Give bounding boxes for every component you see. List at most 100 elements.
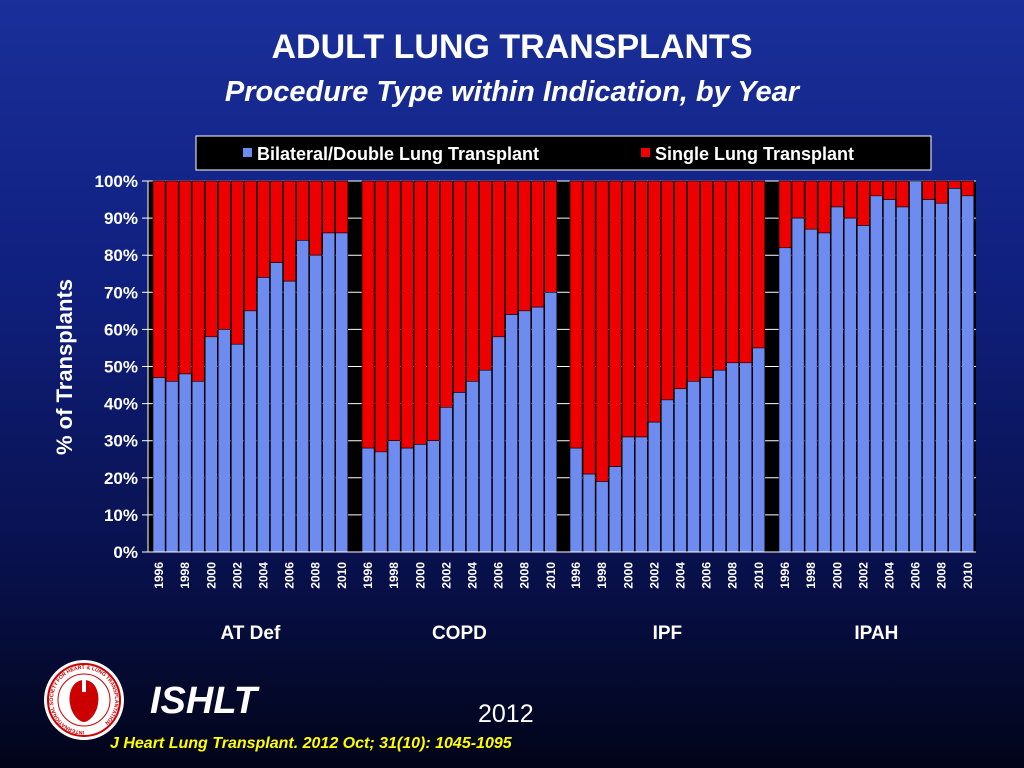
bar-single-at-def-2008 <box>309 180 323 256</box>
bar-single-at-def-2001 <box>217 180 231 330</box>
bar-single-at-def-2003 <box>244 180 257 312</box>
bar-single-ipf-1999 <box>608 180 622 467</box>
bar-single-at-def-2009 <box>322 180 336 234</box>
slide-subtitle: Procedure Type within Indication, by Yea… <box>224 76 800 108</box>
x-tick-label: 2010 <box>961 562 975 589</box>
legend-box <box>195 135 932 171</box>
bar-bilateral-ipah-2009 <box>948 188 962 553</box>
y-tick-label: 90% <box>104 209 138 228</box>
bar-single-copd-2005 <box>479 180 492 371</box>
group-label-ipf: IPF <box>653 623 683 644</box>
bar-bilateral-ipah-2000 <box>830 206 844 553</box>
bar-bilateral-ipah-1997 <box>791 217 805 553</box>
logo-border <box>47 663 121 737</box>
ishlt-logo: INTERNATIONAL SOCIETY FOR HEART & LUNG T… <box>44 660 124 740</box>
bar-bilateral-ipah-2007 <box>922 199 935 553</box>
bar-single-ipah-2004 <box>883 180 896 200</box>
year-label: 2012 <box>478 700 534 728</box>
bar-bilateral-at-def-2006 <box>283 280 296 553</box>
bar-single-ipf-2010 <box>752 180 766 349</box>
group-label-at-def: AT Def <box>220 623 280 644</box>
legend-label-single: Single Lung Transplant <box>655 144 854 164</box>
bar-single-ipf-1996 <box>569 180 583 449</box>
bar-bilateral-ipah-1998 <box>804 228 818 553</box>
x-tick-label: 2006 <box>492 562 506 589</box>
x-tick-label: 2008 <box>935 562 949 589</box>
bar-bilateral-ipf-2009 <box>739 362 753 553</box>
bar-bilateral-ipf-2008 <box>726 362 739 553</box>
x-tick-label: 2006 <box>909 562 923 589</box>
group-label-copd: COPD <box>432 623 487 644</box>
bar-bilateral-at-def-2008 <box>309 254 323 553</box>
bar-bilateral-ipah-2008 <box>935 202 948 553</box>
x-tick-label: 2006 <box>283 562 297 589</box>
bar-bilateral-at-def-2000 <box>204 336 218 553</box>
bar-bilateral-ipf-1997 <box>582 473 596 553</box>
bar-single-ipf-2006 <box>700 180 713 378</box>
x-tick-label: 2004 <box>256 562 270 589</box>
bar-single-copd-2008 <box>518 180 531 312</box>
bar-bilateral-ipf-2006 <box>700 377 713 553</box>
bar-bilateral-copd-1996 <box>361 447 375 553</box>
bar-bilateral-ipah-2003 <box>870 195 883 553</box>
bar-bilateral-at-def-2004 <box>257 277 270 553</box>
bar-bilateral-copd-2008 <box>518 310 531 553</box>
bar-single-at-def-2007 <box>296 180 309 241</box>
bar-single-at-def-2000 <box>204 180 218 338</box>
y-tick-label: 60% <box>104 320 138 339</box>
bar-single-copd-2004 <box>466 180 479 382</box>
bar-bilateral-copd-2007 <box>505 314 518 553</box>
bar-bilateral-ipah-2002 <box>856 225 870 553</box>
bar-bilateral-copd-2006 <box>492 336 505 553</box>
y-tick-label: 20% <box>104 469 138 488</box>
x-tick-label: 2002 <box>230 562 244 589</box>
bar-single-at-def-1997 <box>165 180 179 382</box>
bar-single-copd-2002 <box>439 180 453 408</box>
x-tick-label: 2008 <box>309 562 323 589</box>
group-label-ipah: IPAH <box>854 623 898 644</box>
x-tick-label: 2002 <box>647 562 661 589</box>
bar-bilateral-ipf-2007 <box>713 369 726 553</box>
citation: J Heart Lung Transplant. 2012 Oct; 31(10… <box>110 735 512 752</box>
bar-bilateral-copd-2001 <box>426 440 440 553</box>
bar-bilateral-copd-2005 <box>479 369 492 553</box>
bar-bilateral-copd-2009 <box>531 306 545 553</box>
bar-single-at-def-2004 <box>257 180 270 278</box>
bar-single-copd-1997 <box>374 180 388 453</box>
bar-single-ipf-2009 <box>739 180 753 364</box>
bar-single-ipf-2005 <box>687 180 700 382</box>
x-tick-label: 2000 <box>621 562 635 589</box>
x-tick-label: 1998 <box>387 562 401 589</box>
bar-bilateral-ipf-2005 <box>687 381 700 553</box>
x-tick-label: 2010 <box>752 562 766 589</box>
bar-bilateral-at-def-2009 <box>322 232 336 553</box>
bar-single-ipah-2007 <box>922 180 935 200</box>
bar-single-ipah-1996 <box>778 180 792 249</box>
bar-single-copd-2007 <box>505 180 518 315</box>
bar-bilateral-ipah-2005 <box>896 206 909 553</box>
bar-bilateral-ipf-1999 <box>608 466 622 553</box>
bar-single-ipf-1998 <box>595 180 609 482</box>
bar-single-ipah-2000 <box>830 180 844 208</box>
bar-bilateral-ipah-1999 <box>817 232 831 553</box>
bar-bilateral-ipf-2001 <box>634 436 648 553</box>
x-tick-label: 2004 <box>465 562 479 589</box>
bar-single-at-def-1999 <box>191 180 205 382</box>
bar-single-ipf-2004 <box>674 180 687 390</box>
bar-single-ipah-2002 <box>856 180 870 226</box>
bar-bilateral-ipf-2003 <box>661 399 674 553</box>
x-tick-label: 2000 <box>413 562 427 589</box>
bar-single-ipah-1997 <box>791 180 805 219</box>
bar-bilateral-ipf-2010 <box>752 347 766 553</box>
x-tick-label: 2004 <box>673 562 687 589</box>
y-tick-label: 10% <box>104 506 138 525</box>
bar-bilateral-copd-1997 <box>374 451 388 553</box>
ishlt-label: ISHLT <box>150 680 257 722</box>
x-tick-label: 1996 <box>569 562 583 589</box>
bar-bilateral-at-def-2001 <box>217 329 231 553</box>
x-tick-label: 1996 <box>152 562 166 589</box>
bar-single-copd-1996 <box>361 180 375 449</box>
y-axis-title: % of Transplants <box>52 279 77 455</box>
bar-single-ipah-2010 <box>961 180 975 197</box>
bar-single-ipah-2005 <box>896 180 909 208</box>
